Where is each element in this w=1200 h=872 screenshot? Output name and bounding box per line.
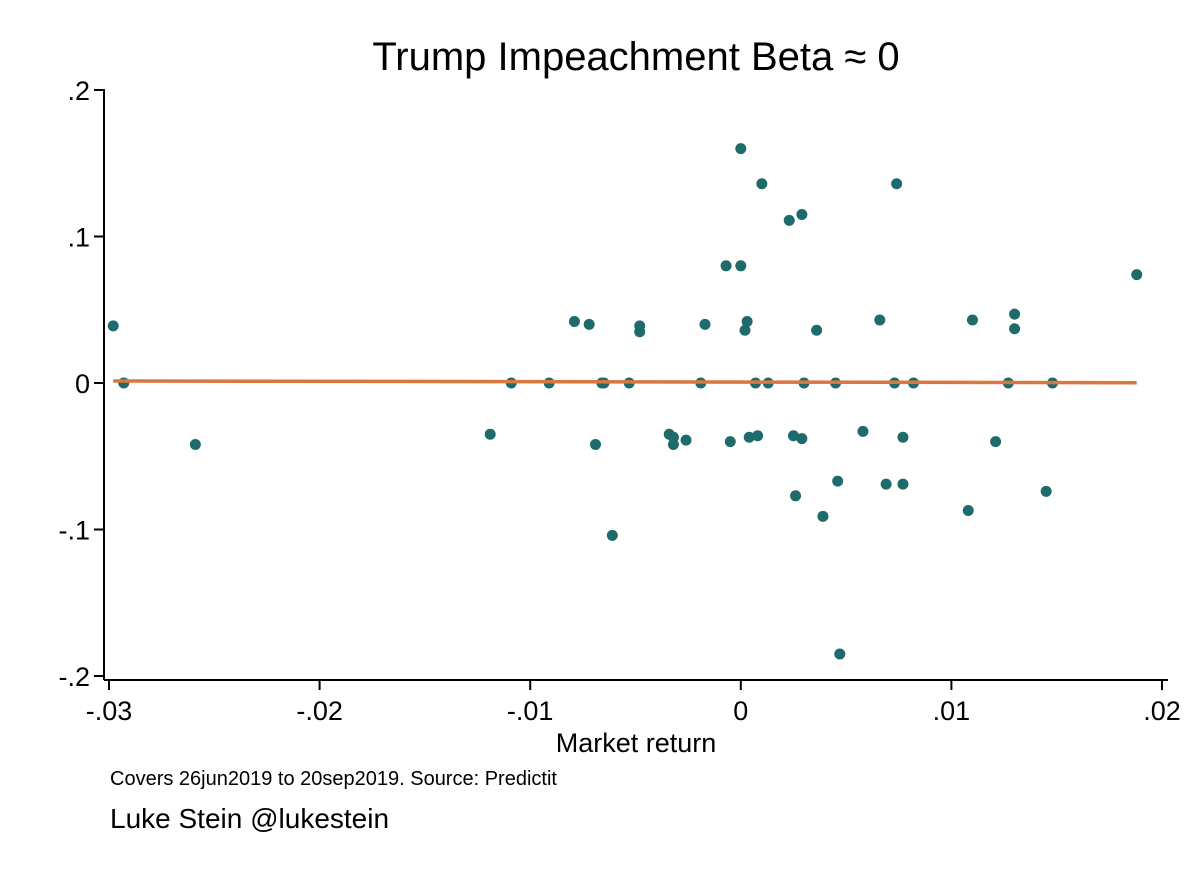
data-point (832, 475, 844, 487)
data-point (811, 324, 823, 336)
y-tick-label: -.2 (58, 662, 90, 692)
data-point (752, 430, 764, 442)
data-point (990, 436, 1002, 448)
data-point (790, 490, 802, 502)
data-point (680, 434, 692, 446)
data-point (897, 431, 909, 443)
data-point (891, 178, 903, 190)
data-point (834, 648, 846, 660)
x-tick-label: .01 (933, 696, 971, 726)
chart-title: Trump Impeachment Beta ≈ 0 (372, 35, 899, 79)
data-point (720, 260, 732, 272)
x-tick-label: .02 (1143, 696, 1181, 726)
data-point (787, 430, 799, 442)
data-point (783, 214, 795, 226)
y-tick-label: .1 (67, 223, 90, 253)
data-point (857, 425, 869, 437)
data-point (756, 178, 768, 190)
data-point (484, 428, 496, 440)
source-caption: Covers 26jun2019 to 20sep2019. Source: P… (110, 768, 557, 790)
data-point (107, 320, 119, 332)
y-tick-label: .2 (67, 76, 90, 106)
y-tick-label: -.1 (58, 516, 90, 546)
x-tick-label: -.02 (296, 696, 343, 726)
data-point (189, 439, 201, 451)
data-point (897, 478, 909, 490)
data-point (634, 326, 646, 338)
data-point (583, 318, 595, 330)
x-tick-label: -.01 (507, 696, 554, 726)
x-tick-label: 0 (733, 696, 748, 726)
data-point (735, 260, 747, 272)
data-point (735, 143, 747, 155)
data-point (796, 433, 808, 445)
data-point (1131, 269, 1143, 281)
data-point (1040, 485, 1052, 497)
data-point (118, 377, 130, 389)
data-point (1009, 308, 1021, 320)
data-point (874, 314, 886, 326)
data-point (667, 431, 679, 443)
author-credit: Luke Stein @lukestein (110, 803, 390, 834)
data-point (568, 315, 580, 327)
data-point (1009, 323, 1021, 335)
fit-line (113, 379, 1137, 385)
data-point (796, 209, 808, 221)
x-axis-label: Market return (556, 728, 717, 758)
data-point (606, 529, 618, 541)
x-axis: -.03 -.02 -.01 0 .01 .02 (86, 679, 1181, 726)
data-point (741, 315, 753, 327)
data-point (699, 318, 711, 330)
data-point (724, 436, 736, 448)
data-point (817, 510, 829, 522)
y-tick-label: 0 (75, 369, 90, 399)
data-point (962, 504, 974, 516)
y-axis: .2 .1 0 -.1 -.2 (58, 76, 105, 692)
data-point (880, 478, 892, 490)
data-point (966, 314, 978, 326)
data-points (107, 143, 1143, 660)
data-point (589, 439, 601, 451)
x-tick-label: -.03 (86, 696, 133, 726)
fit-line-layer (113, 379, 1137, 385)
data-point (743, 431, 755, 443)
data-point (739, 324, 751, 336)
